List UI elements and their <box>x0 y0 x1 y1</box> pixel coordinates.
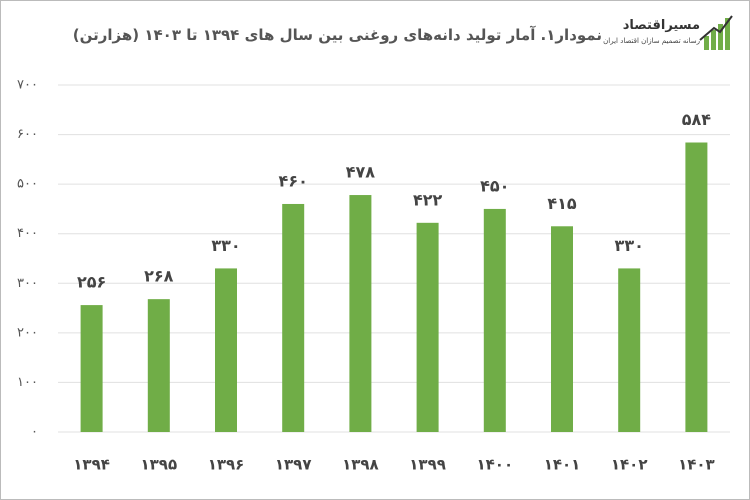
data-label: ۴۶۰ <box>279 171 308 190</box>
y-tick-label: ۰ <box>31 425 38 440</box>
data-label: ۳۳۰ <box>615 236 644 255</box>
data-label: ۵۸۴ <box>682 110 712 129</box>
bar <box>416 222 439 432</box>
x-tick-label: ۱۴۰۳ <box>678 456 715 474</box>
y-tick-label: ۷۰۰ <box>17 78 38 93</box>
x-tick-label: ۱۴۰۱ <box>544 456 581 474</box>
bar <box>618 268 641 432</box>
data-label: ۴۵۰ <box>480 176 509 195</box>
data-label: ۴۱۵ <box>547 194 577 213</box>
y-tick-label: ۴۰۰ <box>17 226 38 241</box>
bar <box>215 268 237 432</box>
y-tick-label: ۳۰۰ <box>17 276 38 291</box>
bar <box>551 226 573 432</box>
logo-name: مسیراقتصاد <box>622 18 700 33</box>
data-label: ۴۷۸ <box>346 163 376 182</box>
x-tick-label: ۱۳۹۵ <box>140 456 177 474</box>
x-tick-label: ۱۴۰۲ <box>611 456 648 474</box>
y-tick-label: ۲۰۰ <box>17 325 38 340</box>
x-tick-label: ۱۳۹۴ <box>73 456 110 474</box>
chart-title: نمودار۱. آمار تولید دانه‌های روغنی بین س… <box>72 26 602 44</box>
y-tick-label: ۶۰۰ <box>17 127 38 142</box>
bar <box>349 195 372 432</box>
data-label: ۲۵۶ <box>77 273 106 292</box>
data-label: ۳۳۰ <box>211 236 240 255</box>
y-tick-label: ۵۰۰ <box>17 177 38 192</box>
logo-tagline: رسانه تصمیم سازان اقتصاد ایران <box>603 37 700 45</box>
bar <box>80 305 103 432</box>
logo-icon <box>699 15 733 50</box>
x-tick-label: ۱۳۹۷ <box>275 456 312 474</box>
data-label: ۴۲۲ <box>413 190 443 209</box>
x-tick-label: ۱۳۹۹ <box>409 456 446 474</box>
bar <box>282 203 305 432</box>
x-tick-label: ۱۳۹۶ <box>208 456 245 474</box>
y-tick-label: ۱۰۰ <box>17 375 38 390</box>
bar <box>483 208 506 432</box>
data-label: ۲۶۸ <box>144 267 174 286</box>
x-tick-label: ۱۴۰۰ <box>476 456 513 474</box>
x-tick-label: ۱۳۹۸ <box>342 456 379 474</box>
bar <box>685 142 708 432</box>
bar <box>147 299 170 432</box>
